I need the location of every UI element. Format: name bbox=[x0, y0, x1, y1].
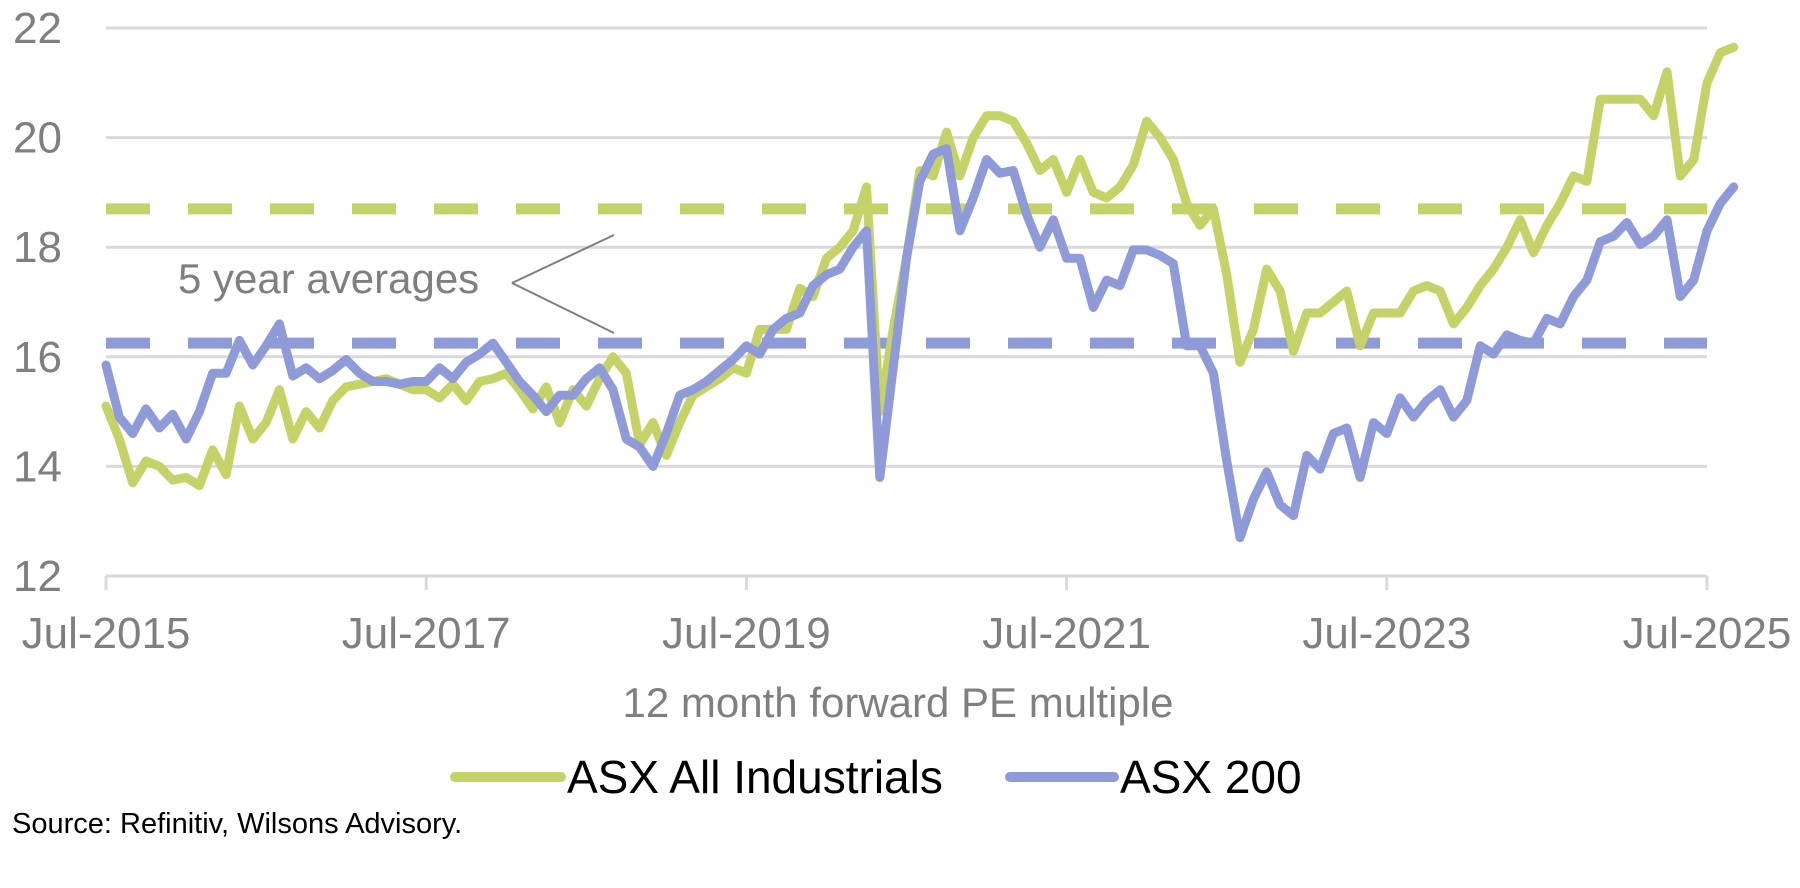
average-lines bbox=[106, 203, 1707, 349]
series-lines bbox=[101, 42, 1739, 543]
y-tick-label: 20 bbox=[13, 114, 62, 163]
x-axis-title: 12 month forward PE multiple bbox=[623, 679, 1174, 726]
annotation-leader-lower bbox=[511, 282, 615, 334]
y-tick-label: 14 bbox=[13, 442, 62, 491]
x-tick-label: Jul-2023 bbox=[1302, 609, 1471, 658]
annotation-text: 5 year averages bbox=[178, 255, 479, 302]
y-tick-label: 18 bbox=[13, 223, 62, 272]
x-tick-label: Jul-2019 bbox=[662, 609, 831, 658]
x-tick-label: Jul-2015 bbox=[22, 609, 191, 658]
x-axis bbox=[104, 574, 1709, 590]
annotation-leader-upper bbox=[511, 234, 615, 284]
x-tick-label: Jul-2021 bbox=[982, 609, 1151, 658]
series-line-1 bbox=[101, 144, 1739, 543]
y-tick-label: 22 bbox=[13, 4, 62, 53]
legend-label-asx-all-industrials: ASX All Industrials bbox=[567, 751, 943, 803]
x-tick-label: Jul-2025 bbox=[1623, 609, 1792, 658]
legend-label-asx-200: ASX 200 bbox=[1120, 751, 1302, 803]
x-tick-label: Jul-2017 bbox=[342, 609, 511, 658]
legend: ASX All Industrials ASX 200 bbox=[450, 751, 1302, 803]
y-tick-label: 16 bbox=[13, 333, 62, 382]
annotation: 5 year averages bbox=[178, 234, 615, 334]
y-tick-label: 12 bbox=[13, 552, 62, 601]
x-axis-labels: Jul-2015 Jul-2017 Jul-2019 Jul-2021 Jul-2023… bbox=[22, 609, 1792, 658]
y-axis-labels: 12 14 16 18 20 22 bbox=[13, 4, 62, 601]
source-note: Source: Refinitiv, Wilsons Advisory. bbox=[12, 808, 463, 840]
